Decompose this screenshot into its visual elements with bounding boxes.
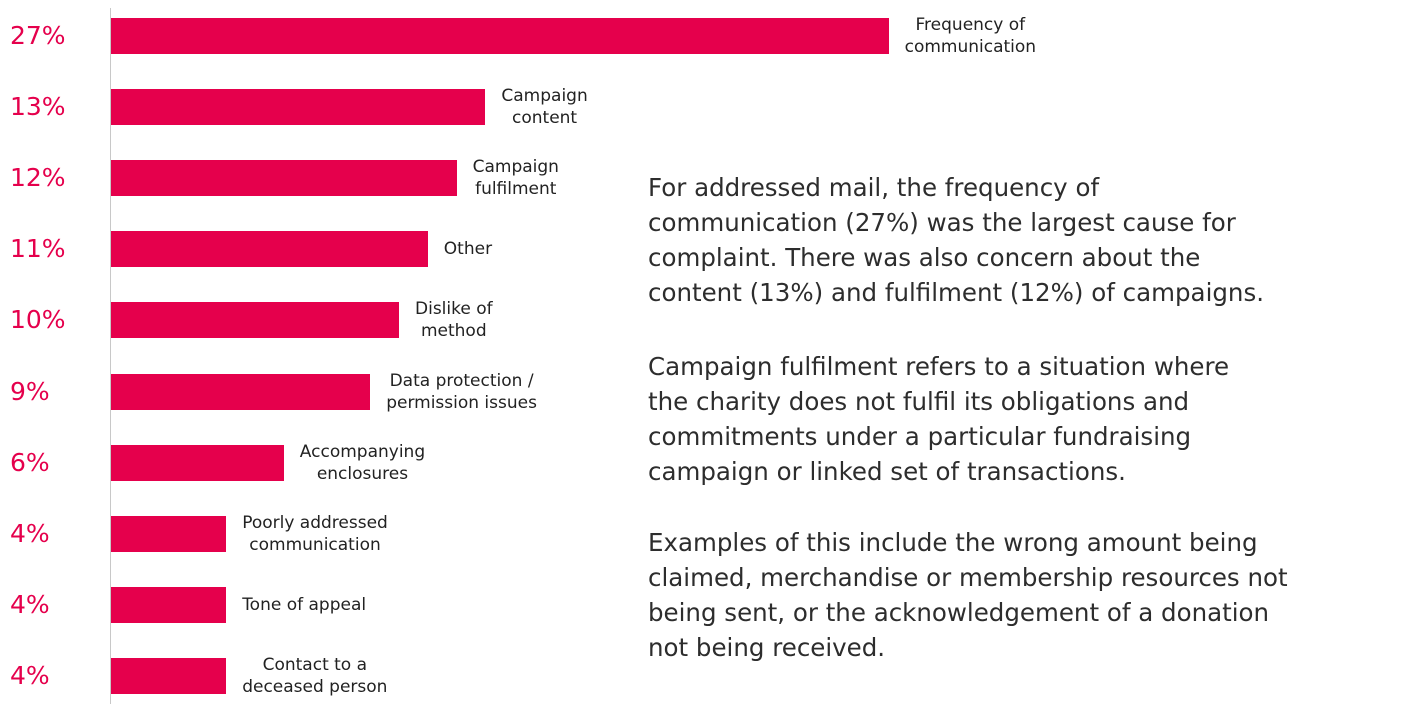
bar [111,515,227,552]
paragraph: For addressed mail, the frequency of com… [648,173,1265,307]
category-label: Contact to a deceased person [242,654,388,697]
category-label: Tone of appeal [242,594,367,615]
paragraph: Campaign fulfilment refers to a situatio… [648,352,1230,486]
bar [111,373,371,410]
category-label: Frequency of communication [904,15,1037,57]
value-label: 13% [10,92,66,122]
value-label: 27% [10,21,66,50]
bar [111,160,457,197]
value-label: 9% [10,376,50,406]
bar [111,444,284,481]
value-label: 4% [10,589,50,619]
bar [111,18,889,54]
bar [111,231,428,268]
value-label: 6% [10,447,50,477]
axis-line [110,8,111,704]
bar [111,586,227,623]
category-label: Data protection / permission issues [386,370,537,413]
category-label: Campaign fulfilment [472,157,559,200]
value-label: 10% [10,305,66,335]
value-label: 12% [10,163,66,193]
bar [111,657,227,694]
category-label: Other [443,239,493,260]
category-label: Campaign content [501,86,588,129]
category-label: Poorly addressed communication [242,512,388,555]
value-label: 11% [10,234,66,264]
category-label: Accompanying enclosures [299,441,426,484]
value-label: 4% [10,518,50,548]
category-label: Dislike of method [415,299,493,342]
paragraph: Examples of this include the wrong amoun… [648,528,1288,662]
bar [111,302,399,339]
value-label: 4% [10,660,50,690]
bar [111,89,486,126]
